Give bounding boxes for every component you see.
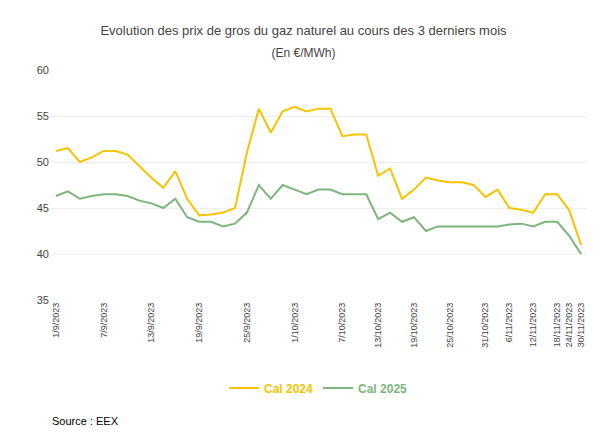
svg-text:40: 40: [37, 248, 49, 260]
svg-text:1/9/2023: 1/9/2023: [51, 303, 61, 338]
svg-text:55: 55: [37, 110, 49, 122]
svg-text:13/9/2023: 13/9/2023: [146, 303, 156, 343]
svg-text:12/11/2023: 12/11/2023: [528, 303, 538, 347]
svg-text:1/10/2023: 1/10/2023: [290, 303, 300, 343]
svg-text:30/11/2023: 30/11/2023: [576, 303, 586, 347]
svg-text:50: 50: [37, 156, 49, 168]
svg-text:45: 45: [37, 202, 49, 214]
svg-text:19/9/2023: 19/9/2023: [194, 303, 204, 343]
svg-text:Evolution des prix de gros du: Evolution des prix de gros du gaz nature…: [100, 23, 507, 38]
svg-text:7/9/2023: 7/9/2023: [99, 303, 109, 338]
svg-text:Source : EEX: Source : EEX: [52, 415, 119, 427]
svg-text:31/10/2023: 31/10/2023: [480, 303, 490, 348]
svg-text:18/11/2023: 18/11/2023: [552, 303, 562, 347]
svg-text:35: 35: [37, 294, 49, 306]
svg-text:25/10/2023: 25/10/2023: [445, 303, 455, 348]
svg-text:19/10/2023: 19/10/2023: [409, 303, 419, 348]
svg-text:Cal 2025: Cal 2025: [358, 382, 407, 396]
svg-text:Cal 2024: Cal 2024: [264, 382, 313, 396]
svg-text:13/10/2023: 13/10/2023: [373, 303, 383, 348]
svg-text:6/11/2023: 6/11/2023: [504, 303, 514, 342]
svg-text:60: 60: [37, 64, 49, 76]
svg-text:24/11/2023: 24/11/2023: [564, 303, 574, 347]
svg-text:7/10/2023: 7/10/2023: [337, 303, 347, 343]
svg-text:(En €/MWh): (En €/MWh): [271, 46, 335, 60]
svg-text:25/9/2023: 25/9/2023: [242, 303, 252, 343]
